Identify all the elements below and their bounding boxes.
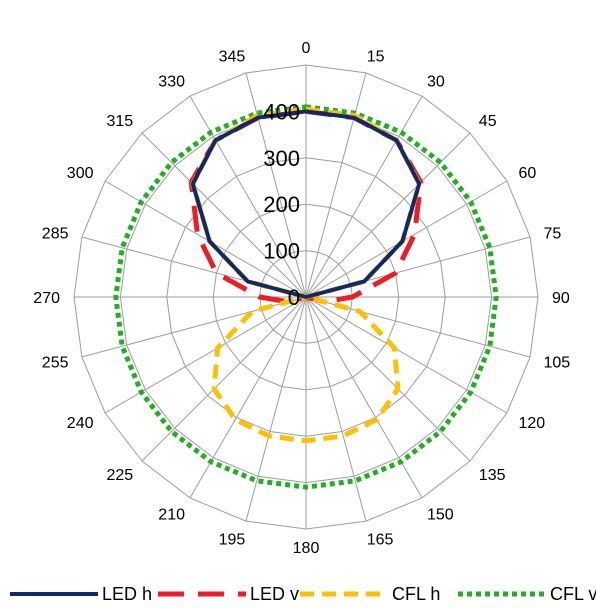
angle-tick-165: 165 xyxy=(367,532,394,549)
angle-tick-30: 30 xyxy=(427,74,445,91)
spoke-240 xyxy=(104,296,307,414)
legend-item-cfl-v: CFL v xyxy=(458,584,596,604)
radial-tick-0: 0 xyxy=(288,285,300,310)
angle-tick-195: 195 xyxy=(219,532,246,549)
legend: LED h LED v CFL h CFL v xyxy=(10,584,596,604)
angle-tick-300: 300 xyxy=(67,165,94,182)
angle-tick-75: 75 xyxy=(544,225,562,242)
series-line-led-h xyxy=(190,109,422,299)
spoke-45 xyxy=(305,132,471,298)
radial-tick-300: 300 xyxy=(263,146,300,171)
angle-tick-150: 150 xyxy=(427,507,454,524)
spoke-120 xyxy=(305,296,508,414)
spoke-210 xyxy=(189,296,307,499)
angle-tick-105: 105 xyxy=(544,355,571,372)
legend-label-led-v: LED v xyxy=(250,584,299,604)
spoke-225 xyxy=(141,296,307,462)
legend-label-led-h: LED h xyxy=(102,584,152,604)
angle-tick-45: 45 xyxy=(479,113,497,130)
radial-tick-200: 200 xyxy=(263,192,300,217)
angle-tick-225: 225 xyxy=(106,467,133,484)
spoke-195 xyxy=(245,296,307,522)
legend-item-led-h: LED h xyxy=(10,584,152,604)
angle-tick-240: 240 xyxy=(67,415,94,432)
angle-tick-60: 60 xyxy=(519,165,537,182)
spoke-15 xyxy=(305,72,367,298)
angle-tick-135: 135 xyxy=(479,467,506,484)
spoke-30 xyxy=(305,95,423,298)
angle-tick-0: 0 xyxy=(302,40,311,57)
angle-tick-labels: 0 15 30 45 60 75 90 105 120 135 150 165 180 195 210 225… xyxy=(33,40,570,557)
series-line-cfl-v xyxy=(113,104,499,490)
radial-tick-100: 100 xyxy=(263,239,300,264)
legend-label-cfl-h: CFL h xyxy=(392,584,440,604)
legend-label-cfl-v: CFL v xyxy=(550,584,596,604)
angle-tick-270: 270 xyxy=(33,290,60,307)
spoke-300 xyxy=(104,180,307,298)
angle-tick-210: 210 xyxy=(158,507,185,524)
angle-tick-345: 345 xyxy=(219,49,246,66)
spoke-330 xyxy=(189,95,307,298)
angle-tick-15: 15 xyxy=(367,49,385,66)
series-layer xyxy=(113,104,499,490)
angle-tick-315: 315 xyxy=(106,113,133,130)
angle-tick-285: 285 xyxy=(42,225,69,242)
angle-tick-330: 330 xyxy=(158,74,185,91)
spoke-60 xyxy=(305,180,508,298)
spoke-135 xyxy=(305,296,471,462)
legend-item-led-v: LED v xyxy=(158,584,299,604)
radial-tick-400: 400 xyxy=(263,99,300,124)
spoke-150 xyxy=(305,296,423,499)
angle-tick-120: 120 xyxy=(519,415,546,432)
radial-tick-labels: 0 100 200 300 400 xyxy=(263,99,300,310)
legend-item-cfl-h: CFL h xyxy=(300,584,440,604)
angle-tick-180: 180 xyxy=(293,540,320,557)
angle-tick-90: 90 xyxy=(552,290,570,307)
spoke-345 xyxy=(245,72,307,298)
spoke-315 xyxy=(141,132,307,298)
spoke-165 xyxy=(305,296,367,522)
angle-tick-255: 255 xyxy=(42,355,69,372)
